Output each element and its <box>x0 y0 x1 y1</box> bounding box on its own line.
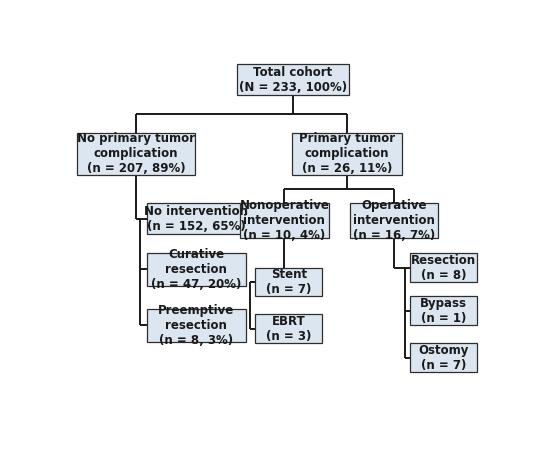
FancyBboxPatch shape <box>350 204 438 238</box>
FancyBboxPatch shape <box>77 133 195 174</box>
Text: Operative
intervention
(n = 16, 7%): Operative intervention (n = 16, 7%) <box>353 199 435 242</box>
Text: Total cohort
(N = 233, 100%): Total cohort (N = 233, 100%) <box>239 66 347 94</box>
FancyBboxPatch shape <box>255 315 322 343</box>
FancyBboxPatch shape <box>410 343 477 372</box>
FancyBboxPatch shape <box>147 253 246 286</box>
Text: Ostomy
(n = 7): Ostomy (n = 7) <box>418 344 469 372</box>
Text: Nonoperative
intervention
(n = 10, 4%): Nonoperative intervention (n = 10, 4%) <box>240 199 329 242</box>
Text: Stent
(n = 7): Stent (n = 7) <box>266 268 311 296</box>
Text: Preemptive
resection
(n = 8, 3%): Preemptive resection (n = 8, 3%) <box>158 304 234 347</box>
FancyBboxPatch shape <box>410 296 477 325</box>
FancyBboxPatch shape <box>292 133 402 174</box>
FancyBboxPatch shape <box>410 253 477 282</box>
Text: Resection
(n = 8): Resection (n = 8) <box>411 254 476 281</box>
Text: Curative
resection
(n = 47, 20%): Curative resection (n = 47, 20%) <box>151 248 241 291</box>
Text: Bypass
(n = 1): Bypass (n = 1) <box>420 297 467 325</box>
FancyBboxPatch shape <box>255 267 322 296</box>
FancyBboxPatch shape <box>147 309 246 341</box>
FancyBboxPatch shape <box>240 204 329 238</box>
Text: EBRT
(n = 3): EBRT (n = 3) <box>266 315 311 343</box>
Text: No intervention
(n = 152, 65%): No intervention (n = 152, 65%) <box>144 205 248 233</box>
Text: Primary tumor
complication
(n = 26, 11%): Primary tumor complication (n = 26, 11%) <box>299 132 395 175</box>
FancyBboxPatch shape <box>147 204 246 234</box>
FancyBboxPatch shape <box>237 64 349 95</box>
Text: No primary tumor
complication
(n = 207, 89%): No primary tumor complication (n = 207, … <box>77 132 195 175</box>
